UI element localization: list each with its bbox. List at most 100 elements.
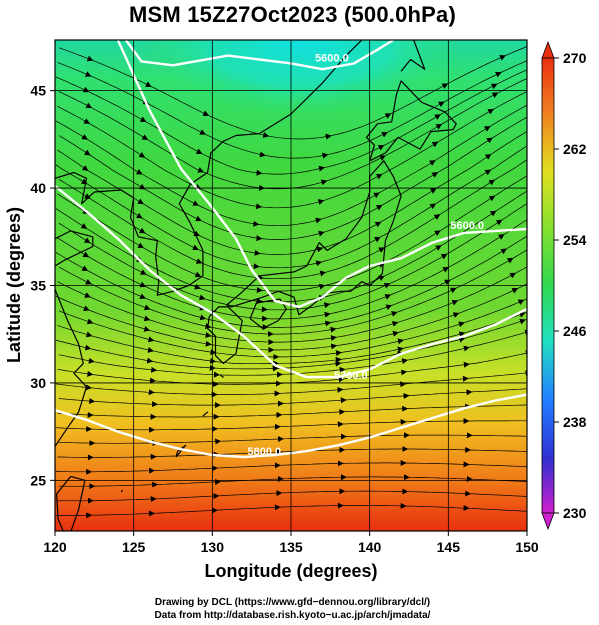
- streamline-arrow: [80, 223, 88, 229]
- streamline-arrow: [83, 237, 91, 244]
- streamline-arrow: [318, 165, 325, 172]
- streamline: [55, 372, 527, 395]
- streamline-arrow: [192, 244, 199, 251]
- streamline-arrow: [143, 326, 151, 332]
- streamline-arrow: [377, 145, 385, 151]
- streamline-arrow: [400, 369, 408, 376]
- streamline-arrow: [374, 236, 381, 243]
- streamline-arrow: [433, 214, 441, 220]
- streamline-arrow: [254, 249, 261, 256]
- streamline-arrow: [194, 271, 202, 278]
- streamline-arrow: [401, 358, 409, 365]
- streamline-arrow: [392, 330, 399, 337]
- streamline-arrow: [488, 179, 496, 186]
- streamline-arrow: [315, 260, 323, 267]
- streamline-arrow: [84, 71, 92, 77]
- streamline-arrow: [519, 318, 526, 325]
- streamline-arrow: [518, 311, 526, 318]
- streamline: [58, 388, 527, 406]
- streamline-arrow: [385, 304, 393, 311]
- streamline-arrow: [489, 210, 497, 217]
- streamline: [58, 116, 527, 240]
- streamline-arrow: [435, 123, 443, 130]
- streamline-arrow: [483, 125, 491, 132]
- coastline: [120, 489, 124, 493]
- streamline-arrow: [458, 321, 465, 328]
- streamline-arrow: [193, 230, 201, 237]
- streamline-arrow: [484, 169, 492, 176]
- streamline-arrow: [145, 81, 152, 87]
- x-axis-ticks: 120 125 130 135 140 145 150: [43, 531, 539, 555]
- streamline-arrow: [259, 151, 266, 158]
- coastline: [226, 160, 402, 316]
- streamline-arrow: [209, 357, 217, 364]
- streamline-arrow: [397, 338, 404, 345]
- streamline-arrow: [484, 153, 492, 160]
- y-axis-title: Latitude (degrees): [4, 207, 24, 363]
- streamline-arrow: [330, 335, 337, 342]
- streamlines: [55, 46, 527, 519]
- contour-label: 5700.0: [334, 370, 368, 382]
- streamline-arrow: [87, 370, 94, 377]
- streamline-arrow: [138, 151, 146, 158]
- streamline-arrow: [434, 114, 441, 120]
- streamline-arrow: [135, 212, 143, 219]
- streamline-arrow: [146, 357, 154, 364]
- streamline-arrow: [335, 360, 342, 367]
- cold-core: [140, 40, 460, 115]
- streamline-arrow: [497, 234, 505, 240]
- contour-label: 5800.0: [247, 446, 281, 458]
- streamline: [55, 69, 527, 175]
- streamline: [58, 46, 527, 140]
- streamline-arrow: [431, 141, 439, 148]
- y-tick-label: 40: [30, 180, 46, 196]
- streamline-arrow: [83, 149, 91, 156]
- x-tick-label: 150: [515, 539, 539, 555]
- colorbar-tick-label: 254: [563, 232, 587, 248]
- streamline-arrow: [495, 219, 503, 226]
- colorbar-tick-label: 238: [563, 414, 587, 430]
- coastline: [55, 289, 88, 448]
- colorbar-bottom-arrow: [541, 512, 555, 531]
- streamline-arrow: [494, 72, 502, 78]
- streamline-arrow: [383, 282, 391, 289]
- streamline-arrow: [318, 230, 325, 237]
- streamline-arrow: [137, 198, 144, 205]
- footer-credit-drawing: Drawing by DCL (https://www.gfd−dennou.o…: [154, 597, 431, 608]
- streamline-arrow: [517, 299, 525, 306]
- streamline-arrow: [139, 269, 147, 275]
- streamline-arrow: [194, 283, 201, 290]
- streamline-arrow: [509, 272, 517, 279]
- streamline-arrow: [199, 314, 207, 321]
- streamline-arrow: [195, 148, 203, 154]
- colorbar-tick-label: 246: [563, 323, 587, 339]
- y-tick-label: 45: [30, 83, 46, 99]
- streamline-arrow: [195, 215, 202, 222]
- streamline-arrow: [316, 246, 324, 253]
- streamline-arrow: [374, 221, 382, 228]
- streamline-arrow: [429, 203, 437, 210]
- x-tick-label: 140: [358, 539, 382, 555]
- streamline-arrow: [147, 336, 155, 343]
- streamline-arrow: [434, 230, 441, 237]
- streamline-arrow: [84, 292, 91, 298]
- streamline-arrow: [143, 304, 151, 311]
- streamline-arrow: [487, 108, 495, 115]
- streamline-arrow: [463, 361, 470, 368]
- streamline-arrow: [197, 167, 205, 173]
- streamline: [58, 298, 527, 358]
- streamline-arrow: [204, 323, 212, 329]
- grid-lines: [55, 40, 527, 531]
- streamline-arrow: [500, 248, 508, 255]
- streamline: [58, 434, 527, 444]
- streamline-arrow: [195, 258, 203, 264]
- coastline: [400, 40, 426, 72]
- streamline-arrow: [390, 311, 398, 317]
- streamline-arrow: [319, 270, 327, 277]
- streamline-arrow: [80, 178, 88, 185]
- x-tick-label: 130: [201, 539, 225, 555]
- streamline-arrow: [81, 134, 88, 140]
- coastline: [207, 306, 243, 364]
- streamline-arrow: [83, 118, 91, 124]
